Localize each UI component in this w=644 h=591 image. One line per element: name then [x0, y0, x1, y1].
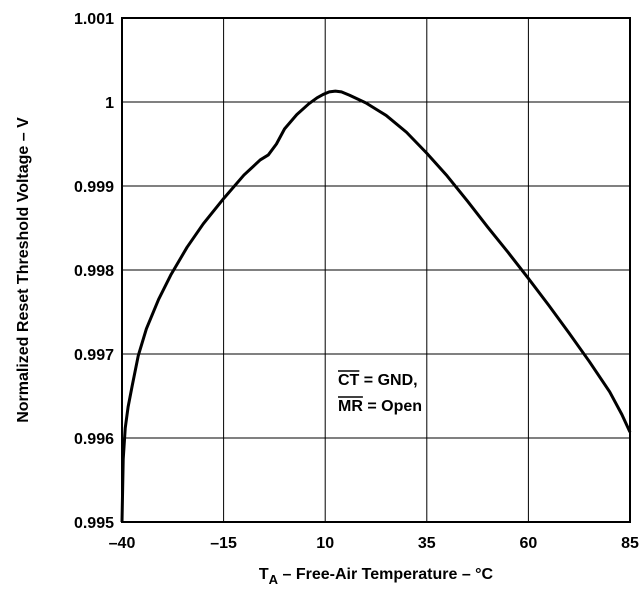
x-axis-label-subscript: A: [269, 572, 279, 586]
y-axis-label: Normalized Reset Threshold Voltage – V: [15, 117, 32, 423]
y-tick-label: 0.996: [74, 431, 114, 448]
mr-condition: = Open: [363, 398, 422, 415]
plot-border: [121, 17, 631, 523]
y-tick-label: 1: [105, 95, 114, 112]
series-layer: [120, 89, 632, 523]
x-axis-label-var: T: [259, 566, 269, 583]
grid: [121, 17, 631, 523]
ct-condition: = GND,: [359, 372, 417, 389]
y-tick-label: 0.999: [74, 179, 114, 196]
x-axis-label-text: – Free-Air Temperature – °C: [278, 566, 494, 583]
y-tick-label: 1.001: [74, 11, 114, 28]
y-tick-label: 0.995: [74, 515, 114, 532]
mr-signal: MR: [338, 398, 363, 415]
x-tick-label: 60: [520, 535, 538, 552]
x-tick-label: –15: [210, 535, 237, 552]
x-tick-label: 10: [316, 535, 334, 552]
condition-annotation: CT = GND, MR = Open: [338, 370, 422, 415]
plot-frame: [121, 17, 631, 523]
annotation-line-2: MR = Open: [338, 398, 422, 415]
series-line: [120, 89, 632, 523]
x-axis-label: TA – Free-Air Temperature – °C: [259, 566, 494, 586]
x-tick-label: 85: [621, 535, 639, 552]
y-tick-labels: 0.995 0.996 0.997 0.998 0.999 1 1.001: [74, 11, 114, 532]
annotation-line-1: CT = GND,: [338, 372, 418, 389]
ct-signal: CT: [338, 372, 360, 389]
x-tick-label: –40: [109, 535, 136, 552]
y-tick-label: 0.998: [74, 263, 114, 280]
x-tick-label: 35: [418, 535, 436, 552]
x-tick-labels: –40 –15 10 35 60 85: [109, 535, 639, 552]
y-tick-label: 0.997: [74, 347, 114, 364]
